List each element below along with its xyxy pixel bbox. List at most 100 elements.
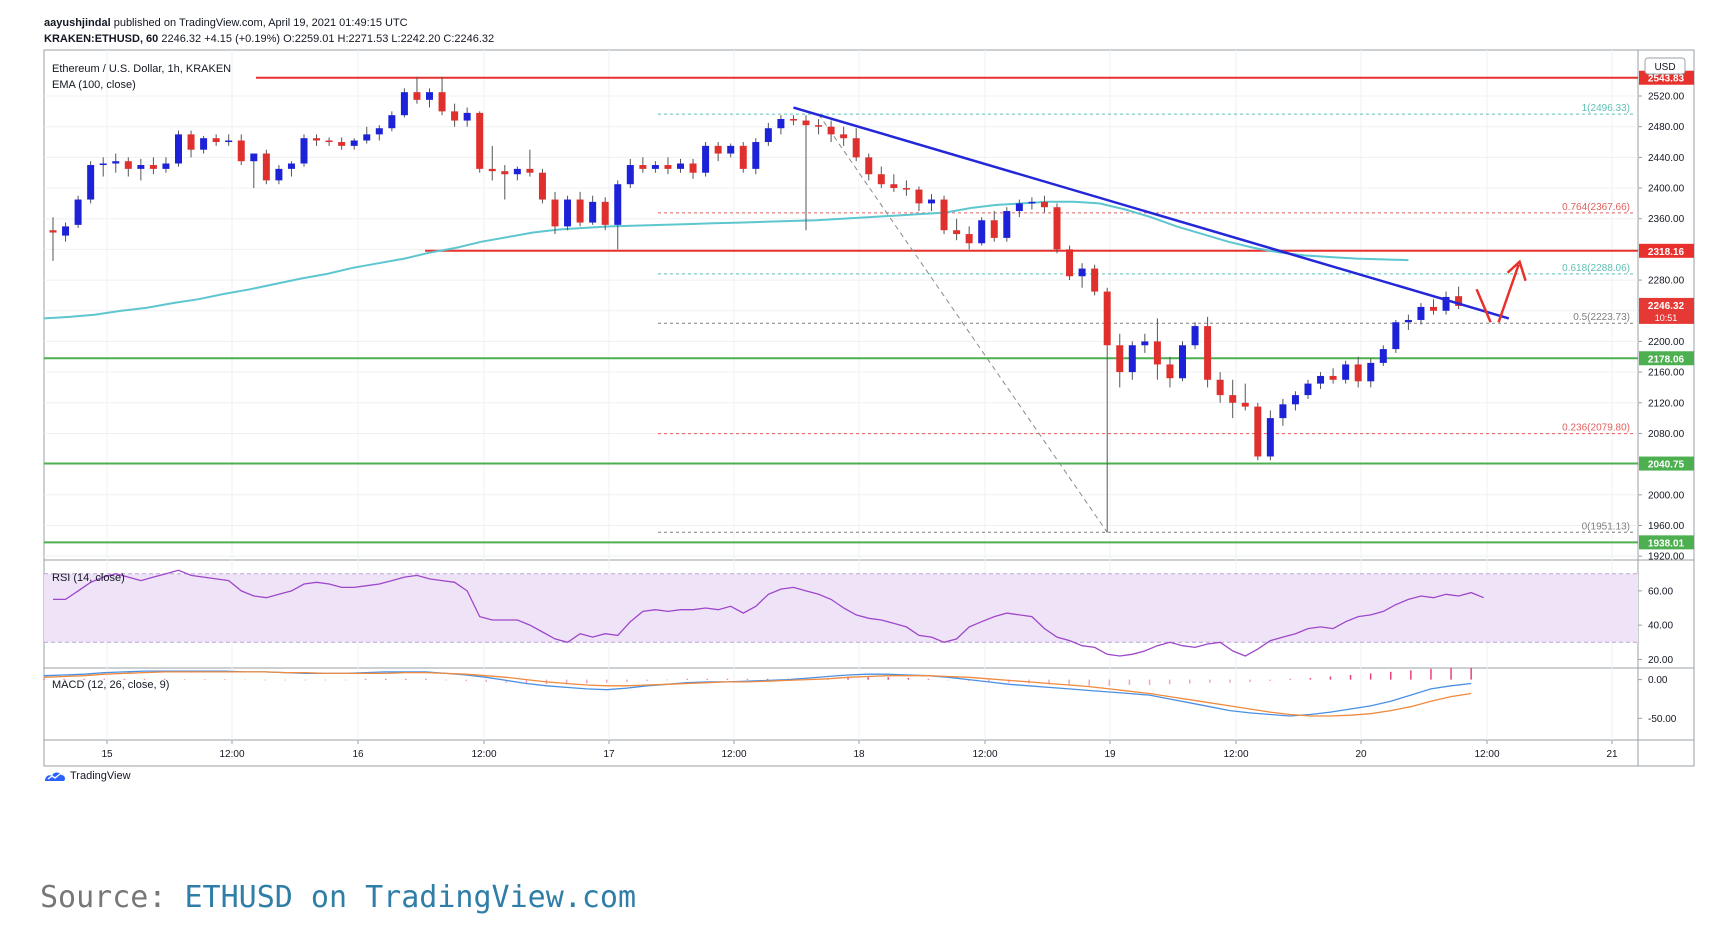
- candle-down: [1216, 379, 1224, 396]
- candle-down: [1091, 268, 1099, 292]
- candle-up: [1442, 296, 1450, 311]
- candle-down: [739, 145, 747, 169]
- support-level-tag-label: 1938.01: [1648, 538, 1685, 549]
- support-level-tag: [1639, 456, 1694, 471]
- candle-down: [413, 92, 421, 100]
- y-tick-label: 2000.00: [1648, 490, 1685, 501]
- fib-level-label: 0.618(2288.06): [1562, 263, 1630, 274]
- candle-up: [1179, 345, 1186, 379]
- candle-up: [62, 226, 70, 236]
- last-price-value: 2246.32: [1648, 301, 1685, 312]
- candle-up: [275, 168, 283, 181]
- candle-down: [1354, 364, 1362, 382]
- source-prefix: Source:: [40, 880, 185, 915]
- candle-up: [564, 199, 572, 227]
- resistance-level-tag-label: 2543.83: [1648, 74, 1685, 85]
- y-tick-label: 2440.00: [1648, 153, 1685, 164]
- candle-up: [1417, 306, 1425, 320]
- candle-up: [1191, 326, 1199, 346]
- fib-level-label: 0.764(2367.66): [1562, 202, 1630, 213]
- candle-down: [1455, 296, 1463, 306]
- candle-down: [1040, 201, 1048, 208]
- candle-down: [664, 165, 672, 169]
- source-caption: Source: ETHUSD on TradingView.com: [40, 880, 636, 915]
- x-tick-label: 18: [853, 749, 865, 760]
- candle-down: [840, 134, 848, 139]
- x-tick-label: 12:00: [1223, 749, 1248, 760]
- candle-down: [802, 120, 810, 126]
- publish-date: published on TradingView.com, April 19, …: [113, 17, 408, 29]
- x-tick-label: 20: [1355, 749, 1367, 760]
- candle-up: [978, 220, 986, 244]
- open-value: 2259.01: [294, 33, 335, 45]
- projection-arrow: [1475, 264, 1520, 323]
- candle-up: [375, 128, 383, 135]
- candle-down: [1430, 306, 1437, 311]
- candle-up: [112, 161, 120, 164]
- change-value: +4.15 (+0.19%): [204, 33, 281, 45]
- candle-down: [815, 125, 823, 127]
- candle-down: [313, 138, 321, 141]
- candle-up: [727, 145, 735, 154]
- y-tick-label: 2280.00: [1648, 276, 1685, 287]
- rsi-y-tick-label: 60.00: [1648, 586, 1673, 597]
- candle-up: [1404, 319, 1412, 323]
- candle-down: [149, 165, 157, 169]
- candle-down: [877, 174, 885, 185]
- candle-up: [225, 140, 233, 143]
- x-tick-label: 21: [1606, 749, 1618, 760]
- support-level-tag-label: 2178.06: [1648, 354, 1685, 365]
- candle-up: [777, 119, 785, 129]
- x-tick-label: 19: [1104, 749, 1116, 760]
- candle-down: [551, 199, 559, 227]
- candle-down: [451, 111, 459, 121]
- y-tick-label: 2480.00: [1648, 122, 1685, 133]
- candle-up: [200, 138, 208, 150]
- close-value: 2246.32: [454, 33, 495, 45]
- last-price-countdown: 10:51: [1655, 313, 1678, 323]
- candle-down: [237, 140, 245, 162]
- open-label: O:: [283, 33, 295, 45]
- x-tick-label: 12:00: [721, 749, 746, 760]
- tradingview-footer[interactable]: TradingView: [44, 770, 131, 782]
- candle-up: [1141, 341, 1149, 346]
- rsi-legend: RSI (14, close): [52, 572, 125, 584]
- candle-down: [1066, 249, 1074, 277]
- macd-y-tick-label: -50.00: [1648, 714, 1677, 725]
- macd-legend: MACD (12, 26, close, 9): [52, 679, 169, 691]
- candle-up: [589, 201, 597, 223]
- y-tick-label: 2120.00: [1648, 398, 1685, 409]
- rsi-y-tick-label: 40.00: [1648, 621, 1673, 632]
- candle-up: [1279, 404, 1287, 419]
- currency-badge[interactable]: [1644, 57, 1686, 75]
- support-level-tag: [1639, 351, 1694, 366]
- x-tick-label: 12:00: [219, 749, 244, 760]
- candle-up: [400, 92, 408, 116]
- fib-level-label: 0.5(2223.73): [1573, 312, 1630, 323]
- candle-up: [626, 165, 634, 185]
- candle-down: [1254, 406, 1262, 457]
- candle-up: [87, 165, 95, 200]
- support-level-tag: [1639, 535, 1694, 550]
- x-tick-label: 12:00: [471, 749, 496, 760]
- candle-down: [965, 234, 973, 244]
- candle-down: [915, 189, 923, 204]
- currency-label: USD: [1654, 62, 1675, 73]
- symbol-label: KRAKEN:ETHUSD, 60: [44, 33, 159, 45]
- candle-down: [49, 230, 57, 233]
- candle-down: [639, 165, 647, 169]
- candle-down: [526, 168, 534, 173]
- rsi-band: [44, 573, 1638, 643]
- candle-up: [388, 115, 396, 129]
- candle-down: [476, 112, 484, 169]
- candle-up: [1367, 362, 1375, 382]
- candle-up: [99, 163, 107, 166]
- candle-down: [1241, 402, 1249, 407]
- y-tick-label: 2080.00: [1648, 429, 1685, 440]
- source-link[interactable]: ETHUSD on TradingView.com: [184, 880, 637, 915]
- author-name[interactable]: aayushjindal: [44, 17, 111, 29]
- x-tick-label: 15: [101, 749, 113, 760]
- candle-up: [1003, 211, 1011, 238]
- fib-level-label: 0(1951.13): [1582, 521, 1630, 532]
